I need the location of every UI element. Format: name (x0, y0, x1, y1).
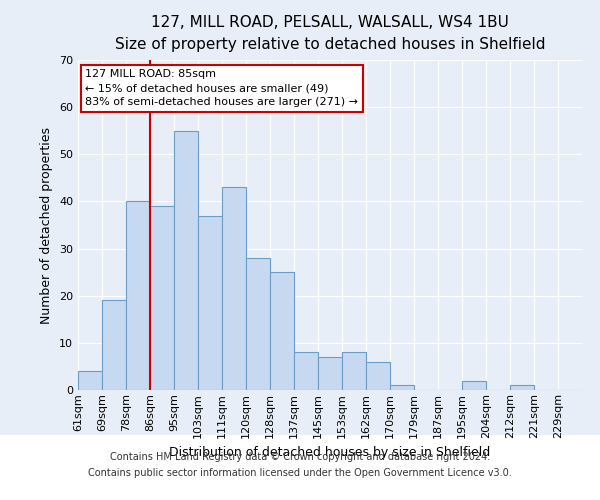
Bar (102, 300, 126, 390)
Text: 127 MILL ROAD: 85sqm
← 15% of detached houses are smaller (49)
83% of semi-detac: 127 MILL ROAD: 85sqm ← 15% of detached h… (85, 70, 358, 108)
Bar (366, 362, 390, 390)
Bar (294, 352, 318, 390)
Bar (126, 202, 150, 390)
Bar (78, 371, 102, 390)
Bar (270, 272, 294, 390)
Bar (198, 216, 222, 390)
Bar (174, 130, 198, 390)
Bar (342, 352, 366, 390)
Text: Contains HM Land Registry data © Crown copyright and database right 2024.: Contains HM Land Registry data © Crown c… (110, 452, 490, 462)
Y-axis label: Number of detached properties: Number of detached properties (40, 126, 53, 324)
Title: 127, MILL ROAD, PELSALL, WALSALL, WS4 1BU
Size of property relative to detached : 127, MILL ROAD, PELSALL, WALSALL, WS4 1B… (115, 14, 545, 52)
X-axis label: Distribution of detached houses by size in Shelfield: Distribution of detached houses by size … (169, 446, 491, 459)
Bar (318, 357, 342, 390)
Bar (150, 206, 174, 390)
Text: Contains public sector information licensed under the Open Government Licence v3: Contains public sector information licen… (88, 468, 512, 477)
Bar (462, 380, 486, 390)
Bar (246, 258, 270, 390)
Bar (390, 386, 414, 390)
Bar (222, 188, 246, 390)
Bar (510, 386, 534, 390)
